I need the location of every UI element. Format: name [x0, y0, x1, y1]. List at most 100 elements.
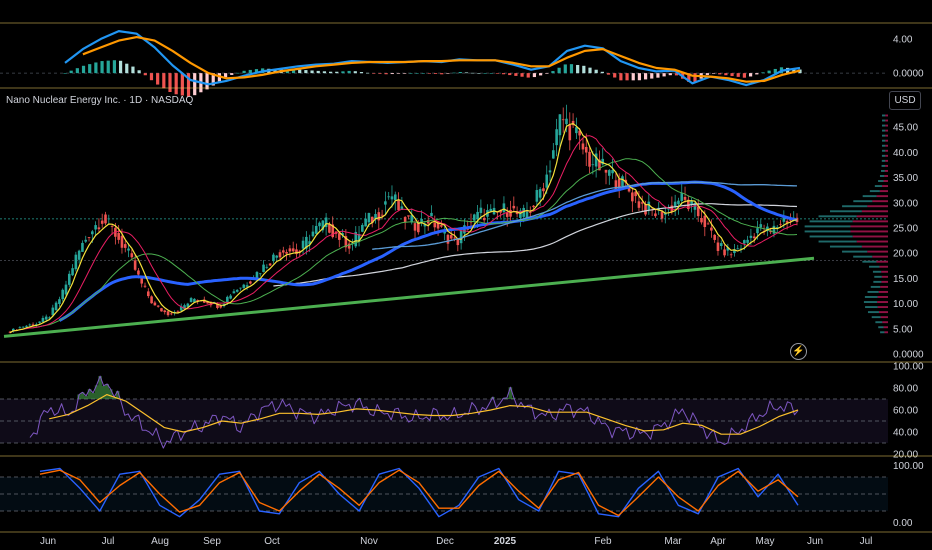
candle-body [380, 214, 384, 216]
time-axis-label: Jun [40, 536, 56, 547]
candle-body [189, 298, 193, 303]
candle-body [502, 203, 506, 213]
volume-profile-bar [867, 250, 888, 253]
macd-histogram-bar [687, 73, 691, 83]
ma-fast-line [9, 123, 798, 334]
candle-body [654, 213, 657, 217]
macd-histogram-bar [106, 60, 110, 74]
macd-histogram-bar [230, 73, 234, 75]
candle-body [51, 307, 55, 316]
candle-body [239, 287, 242, 289]
lightning-bolt-icon[interactable]: ⚡ [790, 343, 807, 360]
stoch-tick-label: 0.00 [893, 518, 913, 529]
macd-histogram-bar [118, 60, 123, 74]
volume-profile-bar [881, 154, 886, 157]
candle-body [723, 249, 726, 256]
candle-body [71, 268, 74, 276]
candle-body [476, 211, 479, 220]
volume-profile-bar [869, 190, 880, 193]
candle-body [28, 324, 32, 326]
candle-body [522, 207, 525, 217]
candle-body [733, 249, 736, 254]
macd-histogram-bar [767, 70, 771, 74]
volume-profile-bar [878, 311, 888, 314]
candle-body [107, 218, 111, 220]
volume-profile-bar [877, 296, 888, 298]
candle-body [696, 206, 700, 217]
macd-histogram-bar [254, 69, 259, 74]
candle-body [341, 233, 344, 236]
candle-body [242, 284, 246, 288]
candle-body [749, 235, 753, 238]
macd-histogram-bar [594, 69, 598, 74]
candle-body [433, 222, 437, 228]
candle-body [367, 213, 371, 223]
macd-histogram-bar [483, 73, 487, 74]
volume-profile-bar [862, 260, 877, 263]
candle-body [555, 129, 558, 146]
macd-histogram-bar [162, 73, 166, 89]
volume-profile-bar [879, 190, 888, 193]
price-tick-label: 25.00 [893, 223, 918, 234]
volume-profile-bar [853, 255, 873, 258]
currency-button[interactable]: USD [889, 91, 921, 110]
candle-body [163, 310, 167, 313]
candle-body [756, 228, 759, 234]
macd-histogram-bar [69, 70, 73, 74]
candle-body [64, 284, 68, 295]
macd-histogram-bar [131, 66, 135, 74]
candle-body [81, 242, 84, 252]
macd-histogram-bar [643, 73, 648, 80]
time-axis-label: Nov [360, 536, 378, 547]
volume-profile-bar [861, 210, 888, 213]
macd-histogram-bar [390, 73, 394, 75]
candle-body [97, 227, 101, 230]
candle-body [568, 125, 572, 141]
candle-body [400, 206, 404, 211]
volume-profile-bar [885, 154, 888, 157]
candle-body [38, 321, 41, 323]
price-tick-label: 35.00 [893, 173, 918, 184]
volume-profile-bar [867, 205, 888, 208]
candle-body [739, 248, 743, 250]
volume-profile-bar [867, 290, 879, 293]
candle-body [110, 226, 114, 227]
macd-histogram-bar [112, 60, 117, 74]
support-trendline [3, 256, 815, 338]
candle-body [584, 146, 588, 153]
volume-profile-bar [842, 250, 868, 253]
time-axis-label: Mar [664, 536, 682, 547]
macd-histogram-bar [545, 73, 549, 74]
candle-body [410, 215, 414, 223]
price-tick-label: 30.00 [893, 198, 918, 209]
candle-body [61, 289, 64, 300]
candle-body [690, 200, 693, 205]
candle-body [285, 252, 288, 254]
candle-body [436, 221, 440, 229]
price-tick-label: 10.00 [893, 299, 918, 310]
volume-profile-bar [881, 275, 888, 278]
candle-body [370, 216, 374, 224]
macd-histogram-bar [100, 61, 104, 74]
candle-body [374, 214, 377, 220]
macd-histogram-bar [582, 65, 586, 74]
candle-body [407, 215, 410, 217]
rsi-panel: 100.00 80.00 60.00 40.00 20.00 [0, 362, 924, 461]
macd-histogram-bar [427, 73, 432, 74]
candle-body [713, 234, 716, 240]
macd-histogram-bar [433, 73, 438, 74]
candle-body [683, 196, 687, 200]
candle-body [604, 169, 608, 173]
macd-histogram-bar [88, 64, 92, 74]
candle-body [601, 158, 605, 165]
ma-200-line [273, 203, 798, 287]
price-tick-label: 20.00 [893, 249, 918, 260]
volume-profile-bar [829, 210, 862, 213]
macd-histogram-bar [248, 69, 252, 74]
volume-profile-bar [874, 275, 882, 278]
candle-body [611, 169, 614, 174]
candle-body [176, 311, 180, 313]
macd-histogram-bar [125, 63, 129, 74]
macd-histogram-bar [378, 73, 382, 74]
